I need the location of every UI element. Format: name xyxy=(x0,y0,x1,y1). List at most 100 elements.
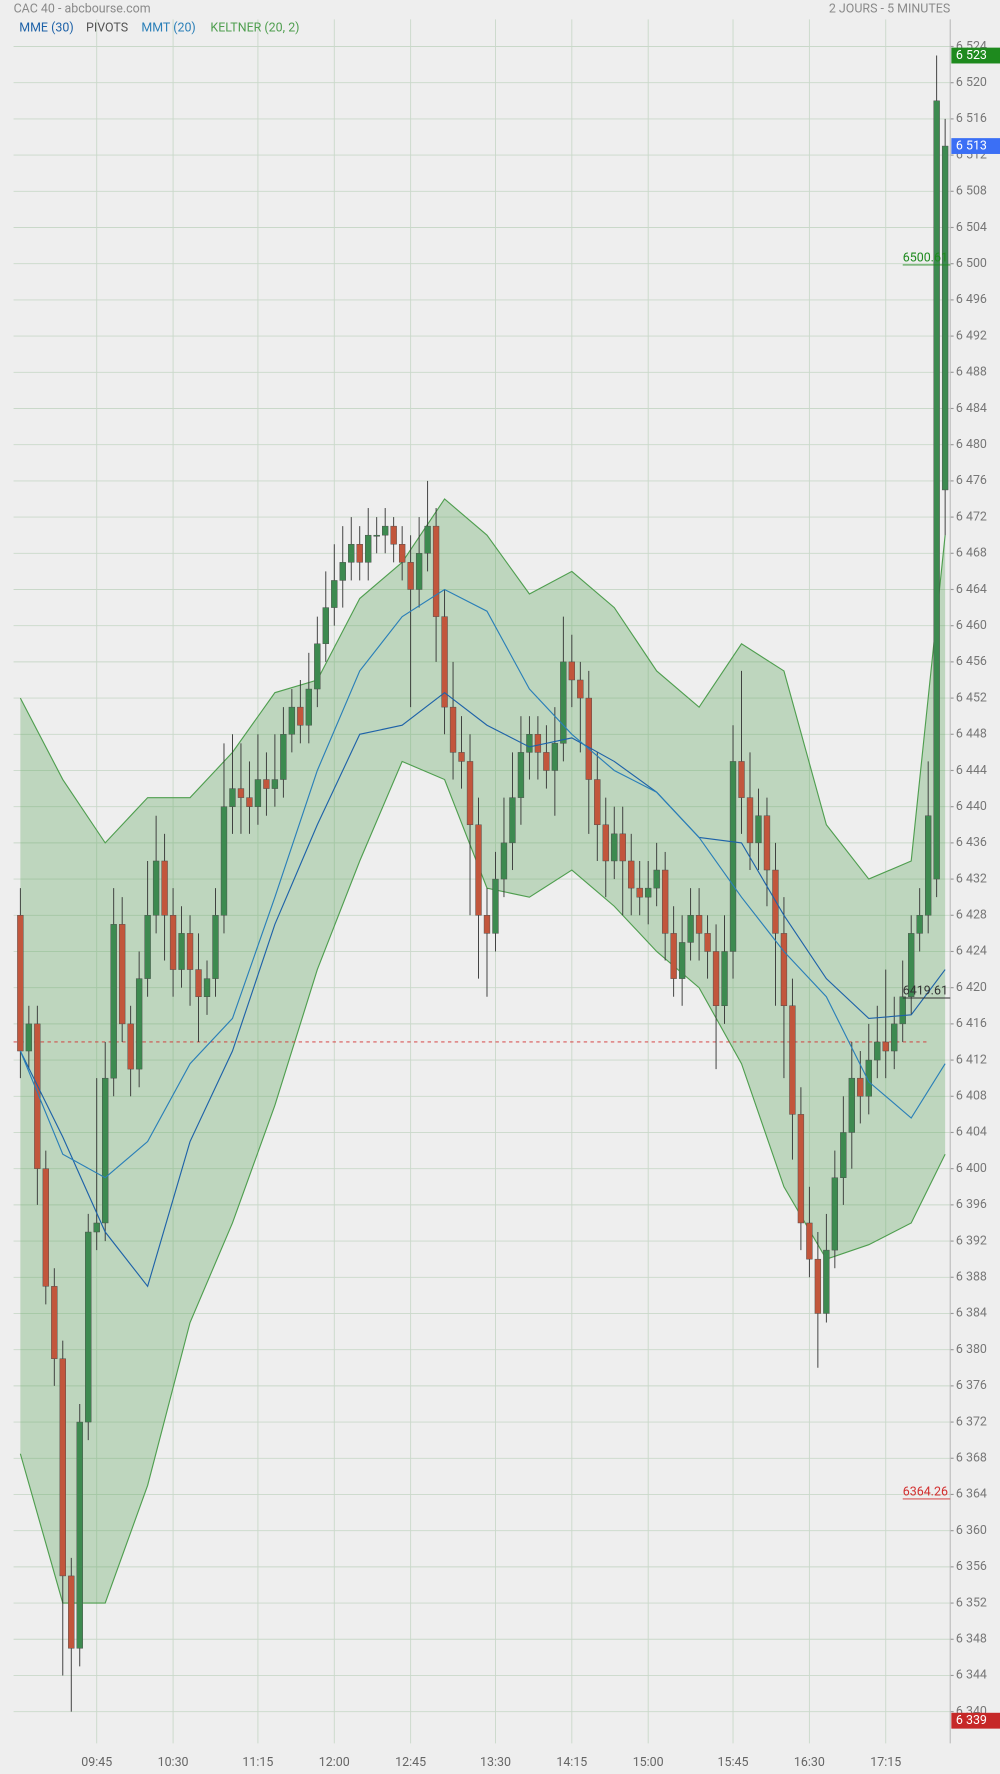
candle-body xyxy=(865,1059,872,1097)
candle-body xyxy=(636,887,643,898)
candle-body xyxy=(594,779,601,826)
moving-average xyxy=(19,588,946,1179)
y-tick-label: 6 392 xyxy=(956,1233,987,1248)
candle-body xyxy=(602,824,609,862)
candle-body xyxy=(17,915,24,1052)
y-tick-label: 6 372 xyxy=(956,1414,987,1429)
y-tick-label: 6 520 xyxy=(956,75,987,90)
candle-body xyxy=(746,797,754,844)
candle-body xyxy=(51,1286,58,1359)
candle-body xyxy=(322,607,329,645)
candle-body xyxy=(466,761,474,826)
candle-body xyxy=(509,797,516,844)
candle-body xyxy=(891,1023,898,1052)
y-tick-label: 6 440 xyxy=(956,799,987,814)
candle-body xyxy=(348,544,355,563)
candle-body xyxy=(68,1575,75,1649)
y-tick-label: 6 472 xyxy=(956,509,987,524)
candle-body xyxy=(331,580,338,608)
y-tick-label: 6 488 xyxy=(956,365,987,380)
y-tick-label: 6 428 xyxy=(956,908,987,923)
x-tick-label: 14:15 xyxy=(556,1755,587,1770)
candle-body xyxy=(611,833,618,862)
candle-body xyxy=(254,779,262,807)
candle-body xyxy=(857,1077,864,1097)
candle-body xyxy=(76,1421,83,1649)
candle-body xyxy=(356,544,363,563)
candle-body xyxy=(925,815,932,916)
y-tick-label: 6 404 xyxy=(956,1125,987,1140)
candle-body xyxy=(195,969,202,997)
candle-body xyxy=(212,915,219,979)
candle-body xyxy=(916,915,923,934)
candle-body xyxy=(229,788,236,807)
candle-body xyxy=(220,806,228,916)
y-tick-label: 6 496 xyxy=(956,292,987,307)
candle-body xyxy=(653,869,660,889)
candle-body xyxy=(831,1177,839,1251)
candle-body xyxy=(645,887,652,898)
candle-body xyxy=(534,734,542,753)
candle-body xyxy=(560,661,567,744)
candle-body xyxy=(874,1041,881,1061)
candle-body xyxy=(789,1005,796,1115)
candle-body xyxy=(738,761,745,798)
x-tick-label: 15:00 xyxy=(633,1755,664,1770)
y-tick-label: 6 388 xyxy=(956,1270,987,1285)
y-tick-label: 6 420 xyxy=(956,980,987,995)
candle-body xyxy=(687,915,694,943)
y-tick-label: 6 460 xyxy=(956,618,987,633)
y-tick-label: 6 356 xyxy=(956,1559,987,1574)
candle-body xyxy=(152,860,160,916)
candle-body xyxy=(577,679,584,699)
y-tick-label: 6 504 xyxy=(956,220,987,235)
y-tick-label: 6 360 xyxy=(956,1523,987,1538)
candle-body xyxy=(424,525,431,554)
y-tick-label: 6 484 xyxy=(956,401,987,416)
y-tick-label: 6 384 xyxy=(956,1306,987,1321)
candle-body xyxy=(25,1023,33,1052)
y-tick-label: 6 432 xyxy=(956,871,987,886)
candle-body xyxy=(814,1258,822,1314)
candle-body xyxy=(670,933,677,979)
x-tick-label: 13:30 xyxy=(480,1755,511,1770)
candle-body xyxy=(441,616,448,708)
candle-body xyxy=(941,145,949,491)
y-tick-label: 6 424 xyxy=(956,944,987,959)
pivot-label: 6500.61 xyxy=(903,250,948,265)
candle-body xyxy=(483,915,491,934)
candle-body xyxy=(34,1023,41,1169)
chart-title: CAC 40 - abcbourse.com xyxy=(14,1,151,16)
y-tick-label: 6 396 xyxy=(956,1197,987,1212)
candle-body xyxy=(169,915,177,970)
candle-body xyxy=(237,788,245,798)
candle-body xyxy=(619,833,626,862)
candle-body xyxy=(186,933,194,970)
candle-body xyxy=(492,878,499,934)
y-tick-label: 6 456 xyxy=(956,654,987,669)
candle-body xyxy=(763,815,771,871)
candle-body xyxy=(729,761,737,952)
y-tick-label: 6 380 xyxy=(956,1342,987,1357)
candle-body xyxy=(271,779,279,789)
pivot-label: 6419.61 xyxy=(903,983,948,998)
keltner-band xyxy=(20,498,946,1604)
y-tick-label: 6 492 xyxy=(956,328,987,343)
candle-body xyxy=(806,1222,813,1260)
pivot-label: 6364.26 xyxy=(903,1484,948,1499)
y-tick-label: 6 364 xyxy=(956,1487,987,1502)
y-tick-label: 6 416 xyxy=(956,1016,987,1031)
y-tick-label: 6 436 xyxy=(956,835,987,850)
x-tick-label: 12:00 xyxy=(319,1755,350,1770)
candle-body xyxy=(127,1023,134,1070)
legend-entry: PIVOTS xyxy=(86,21,128,36)
x-tick-label: 15:45 xyxy=(718,1755,749,1770)
price-badge xyxy=(951,47,1000,64)
x-tick-label: 09:45 xyxy=(81,1755,112,1770)
candle-body xyxy=(110,924,117,1079)
candle-body xyxy=(908,933,915,997)
legend-entry: MMT (20) xyxy=(141,21,195,36)
y-tick-label: 6 516 xyxy=(956,111,987,126)
candle-body xyxy=(543,752,550,771)
candle-body xyxy=(755,815,762,844)
